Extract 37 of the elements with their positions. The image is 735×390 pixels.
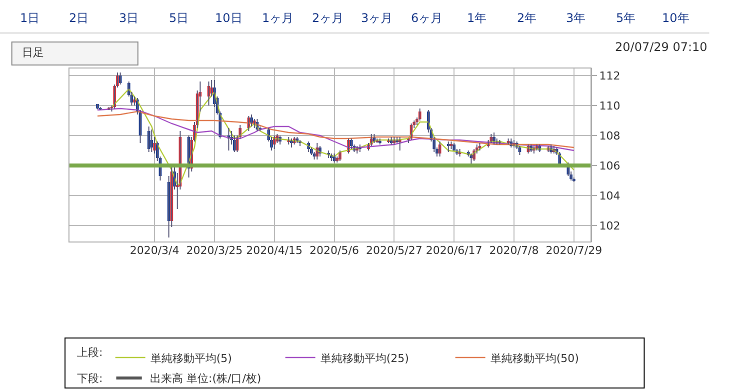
text: 20/07/29 07:10 [615,40,708,54]
text: 3日 [119,11,139,25]
text: 3ヶ月 [361,11,393,25]
text: 出来高 単位:(株/口/枚) [150,372,262,385]
text: 2ヶ月 [312,11,344,25]
x-tick-label: 2020/6/17 [426,244,482,257]
line-series [111,88,574,186]
y-tick-label: 110 [599,99,620,112]
y-tick-label: 106 [599,159,620,172]
text: 2年 [517,11,537,25]
text: 1ヶ月 [262,11,294,25]
legend-label: 単純移動平均(50) [490,352,579,365]
text: 10日 [215,11,242,25]
text: 5日 [169,11,189,25]
x-tick-label: 2020/7/8 [489,244,539,257]
x-tick-label: 2020/4/15 [246,244,303,257]
text: 1日 [20,11,40,25]
text: 下段: [77,372,103,385]
x-tick-label: 2020/3/4 [130,244,180,257]
text: 2日 [69,11,89,25]
y-tick-label: 104 [599,189,620,202]
x-tick-label: 2020/3/25 [186,244,243,257]
text: 5年 [616,11,636,25]
text: 6ヶ月 [411,11,443,25]
legend-label: 単純移動平均(5) [150,352,232,365]
y-tick-label: 102 [599,219,620,232]
x-tick-label: 2020/5/27 [366,244,422,257]
text: 上段: [77,346,103,359]
text: 日足 [22,46,44,59]
legend-label: 単純移動平均(25) [320,352,409,365]
x-tick-label: 2020/7/29 [546,244,602,257]
x-tick-label: 2020/5/6 [310,244,359,257]
y-tick-label: 108 [599,129,620,142]
text: 3年 [566,11,586,25]
text: 10年 [662,11,690,25]
text: 1年 [467,11,487,25]
y-tick-label: 112 [599,69,620,82]
